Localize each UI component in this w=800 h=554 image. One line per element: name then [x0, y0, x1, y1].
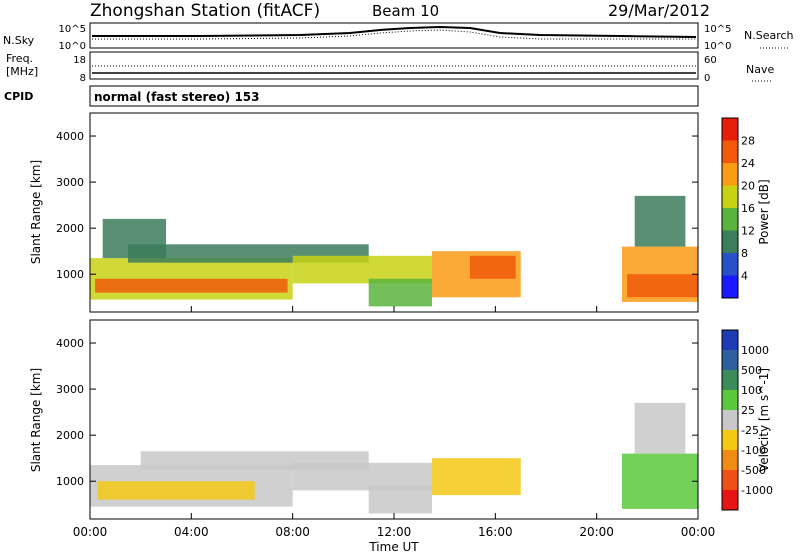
- time-tick-label-3: 12:00: [377, 525, 412, 539]
- nsearch-label: N.Search: [744, 29, 794, 42]
- velocity-colorbar-tick-7: -1000: [741, 484, 773, 497]
- velocity-data-layer: [90, 402, 698, 514]
- nsky-left-tick-bottom: 10^0: [59, 41, 86, 52]
- freq-right-tick-top: 60: [704, 55, 717, 66]
- velocity-colorbar-swatch-0: [722, 330, 738, 351]
- power-colorbar-swatch-0: [722, 118, 738, 141]
- power-colorbar-swatch-6: [722, 253, 738, 276]
- velocity-colorbar-swatch-2: [722, 370, 738, 391]
- velocity-x-axis: 00:00 04:00 08:00 12:00 16:00 20:00 00:00: [73, 306, 716, 539]
- velocity-ytick-label-1: 2000: [56, 429, 84, 442]
- velocity-colorbar-swatch-8: [722, 490, 738, 511]
- velocity-colorbar-tick-1: 500: [741, 364, 762, 377]
- velocity-colorbar-label: Velocity [m s^-1]: [757, 368, 771, 472]
- freq-left-tick-top: 18: [73, 55, 86, 66]
- velocity-colorbar-frame: [721, 329, 739, 511]
- power-ytick-label-2: 3000: [56, 176, 84, 189]
- time-tick-label-0: 00:00: [73, 525, 108, 539]
- freq-label: Freq.: [6, 52, 33, 65]
- power-colorbar-tick-6: 28: [741, 135, 755, 148]
- power-ytick-label-3: 4000: [56, 130, 84, 143]
- velocity-ytick-label-3: 4000: [56, 337, 84, 350]
- nsky-trace: [92, 25, 697, 38]
- power-colorbar: 4 8 12 16 20 24 28: [721, 117, 755, 299]
- velocity-colorbar-swatch-1: [722, 350, 738, 371]
- freq-left-tick-bottom: 8: [80, 73, 86, 84]
- power-colorbar-swatch-1: [722, 140, 738, 164]
- time-axis-label: Time UT: [368, 540, 419, 554]
- velocity-colorbar-tick-6: -500: [741, 464, 766, 477]
- velocity-colorbar-swatch-6: [722, 450, 738, 471]
- power-colorbar-tick-4: 20: [741, 180, 755, 193]
- velocity-colorbar-tick-3: 25: [741, 404, 755, 417]
- velocity-colorbar-tick-5: -100: [741, 444, 766, 457]
- power-echo-region-1: [95, 278, 288, 293]
- power-ylabel: Slant Range [km]: [29, 160, 43, 264]
- nsky-label: N.Sky: [3, 34, 35, 47]
- nsky-right-tick-bottom: 10^0: [704, 41, 731, 52]
- date-label: 29/Mar/2012: [608, 1, 710, 20]
- cpid-label: CPID: [4, 90, 33, 103]
- power-colorbar-swatch-4: [722, 208, 738, 231]
- velocity-y-axis: 1000 2000 3000 4000: [56, 337, 698, 488]
- velocity-echo-region-5: [432, 458, 521, 496]
- power-data-layer: [90, 195, 698, 307]
- beam-label: Beam 10: [372, 2, 439, 20]
- velocity-ytick-label-2: 3000: [56, 383, 84, 396]
- velocity-echo-region-6: [622, 453, 698, 509]
- power-colorbar-frame: [721, 117, 739, 299]
- nsky-left-tick-top: 10^5: [59, 24, 86, 35]
- freq-panel-frame: [89, 51, 699, 80]
- velocity-colorbar-swatch-7: [722, 470, 738, 491]
- velocity-echo-region-1: [97, 481, 255, 500]
- power-colorbar-tick-0: 4: [741, 270, 748, 283]
- power-echo-region-10: [634, 195, 686, 247]
- velocity-colorbar-tick-2: 100: [741, 384, 762, 397]
- power-echo-region-5: [368, 278, 432, 307]
- power-ytick-label-1: 2000: [56, 222, 84, 235]
- time-tick-label-6: 00:00: [681, 525, 716, 539]
- power-colorbar-swatch-5: [722, 230, 738, 254]
- nsky-panel-frame: [89, 22, 699, 49]
- velocity-colorbar-swatch-4: [722, 410, 738, 431]
- nave-label: Nave: [746, 63, 774, 76]
- velocity-colorbar-swatch-5: [722, 430, 738, 451]
- power-colorbar-swatch-2: [722, 163, 738, 186]
- power-colorbar-label: Power [dB]: [757, 179, 771, 244]
- power-colorbar-swatch-3: [722, 185, 738, 209]
- station-title: Zhongshan Station (fitACF): [90, 1, 320, 21]
- time-tick-label-1: 04:00: [174, 525, 209, 539]
- velocity-ylabel: Slant Range [km]: [29, 368, 43, 472]
- velocity-echo-region-7: [634, 402, 686, 454]
- freq-right-tick-bottom: 0: [704, 73, 710, 84]
- time-tick-label-5: 20:00: [579, 525, 614, 539]
- velocity-echo-region-4: [368, 485, 432, 514]
- velocity-colorbar-swatch-3: [722, 390, 738, 411]
- nsearch-trace: [92, 29, 696, 40]
- power-colorbar-tick-3: 16: [741, 202, 755, 215]
- power-colorbar-swatch-7: [722, 275, 738, 299]
- time-tick-label-2: 08:00: [275, 525, 310, 539]
- velocity-colorbar-tick-4: -25: [741, 424, 759, 437]
- power-colorbar-tick-2: 12: [741, 225, 755, 238]
- velocity-ytick-label-0: 1000: [56, 475, 84, 488]
- velocity-colorbar-tick-0: 1000: [741, 344, 769, 357]
- freq-unit-label: [MHz]: [6, 65, 38, 78]
- power-ytick-label-0: 1000: [56, 268, 84, 281]
- power-echo-region-9: [627, 274, 698, 298]
- nsky-right-tick-top: 10^5: [704, 24, 731, 35]
- power-y-axis: 1000 2000 3000 4000: [56, 130, 698, 281]
- power-echo-region-7: [470, 255, 516, 279]
- cpid-panel-frame: [89, 85, 699, 107]
- power-colorbar-tick-1: 8: [741, 247, 748, 260]
- power-colorbar-tick-5: 24: [741, 157, 755, 170]
- cpid-text: normal (fast stereo) 153: [94, 90, 260, 104]
- time-tick-label-4: 16:00: [478, 525, 513, 539]
- velocity-colorbar: 1000 500 100 25 -25 -100 -500 -1000: [721, 329, 773, 511]
